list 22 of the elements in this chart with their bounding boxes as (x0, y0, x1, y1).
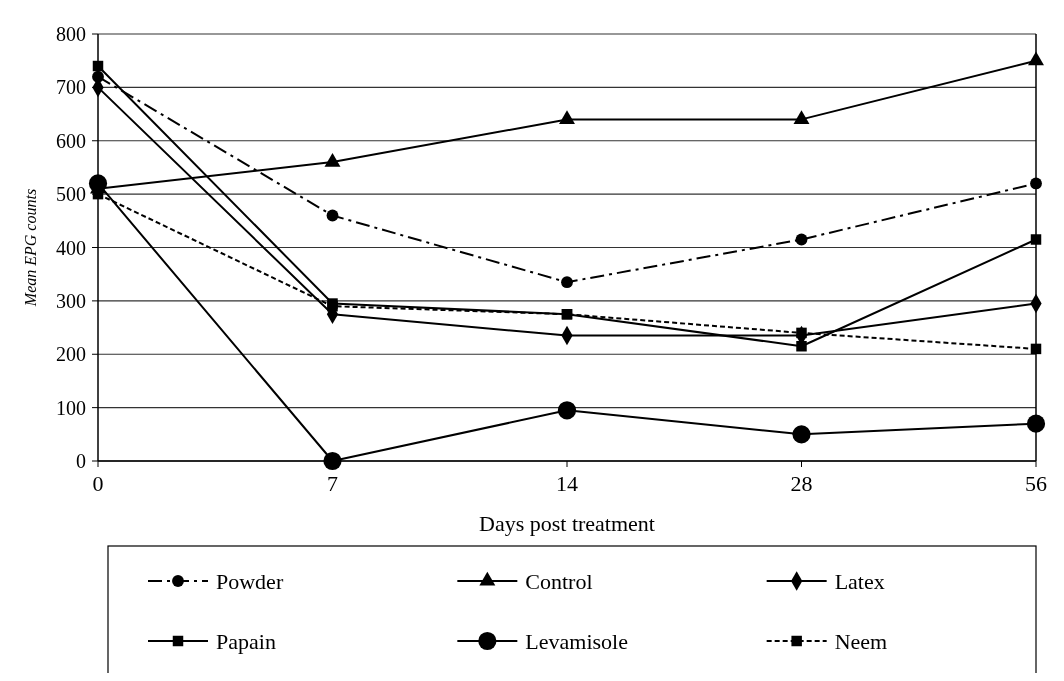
x-tick-label: 56 (1025, 471, 1047, 496)
legend-label: Papain (216, 628, 276, 654)
x-axis-title: Days post treatment (479, 511, 655, 536)
x-tick-label: 7 (327, 471, 338, 496)
legend-label: Neem (834, 628, 888, 654)
y-axis-title: Mean EPG counts (22, 188, 39, 308)
y-tick-label: 300 (56, 289, 86, 312)
x-tick-label: 14 (556, 471, 578, 496)
legend-label: Control (525, 568, 593, 594)
y-tick-label: 800 (56, 23, 86, 45)
y-tick-label: 700 (56, 76, 86, 99)
x-tick-label: 28 (790, 471, 813, 496)
y-tick-label: 600 (56, 129, 86, 152)
legend-label: Levamisole (525, 628, 628, 654)
y-tick-label: 100 (56, 396, 86, 419)
x-tick-label: 0 (92, 471, 104, 496)
legend-label: Latex (834, 568, 885, 594)
y-tick-label: 400 (56, 236, 86, 259)
y-tick-label: 0 (76, 450, 86, 472)
y-tick-label: 200 (56, 343, 86, 366)
y-tick-label: 500 (56, 183, 86, 206)
legend-label: Powder (216, 568, 284, 594)
